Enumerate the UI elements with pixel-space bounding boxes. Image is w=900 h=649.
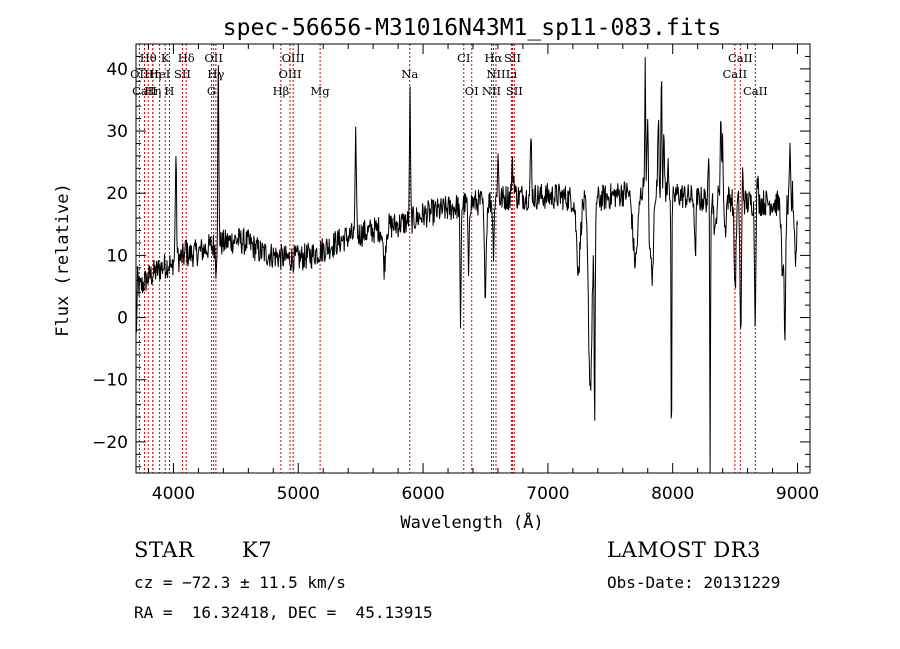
coordinates-text: RA = 16.32418, DEC = 45.13915	[134, 603, 433, 622]
line-marker-label: G	[207, 84, 216, 98]
class-label: STAR	[134, 538, 195, 562]
x-tick-label: 9000	[776, 484, 819, 504]
line-marker-label: SII	[504, 51, 521, 65]
chart-title: spec-56656-M31016N43M1_sp11-083.fits	[223, 15, 722, 41]
line-marker-label: Na	[401, 67, 418, 81]
line-marker-label: SII	[506, 84, 523, 98]
line-marker-label: OII	[130, 67, 149, 81]
line-marker-label: OII	[204, 51, 223, 65]
line-marker-label: CaII	[132, 84, 157, 98]
line-marker-label: Hα	[484, 51, 502, 65]
redshift-text: cz = −72.3 ± 11.5 km/s	[134, 573, 346, 592]
y-tick-label: 0	[117, 309, 128, 329]
line-marker-label: OI	[465, 84, 479, 98]
line-marker-label: Hθ	[140, 51, 157, 65]
y-axis-title: Flux (relative)	[53, 183, 73, 337]
line-marker-label: Mg	[311, 84, 331, 98]
y-tick-label: −10	[92, 371, 128, 391]
obs-date-text: Obs-Date: 20131229	[607, 573, 781, 592]
line-marker-label: OIII	[282, 51, 305, 65]
spectrum-line	[135, 57, 798, 474]
line-marker-label: Hβ	[273, 84, 290, 98]
line-marker-label: H	[164, 84, 174, 98]
line-marker-label: CaII	[743, 84, 768, 98]
line-marker-label: SII	[174, 67, 191, 81]
x-tick-label: 8000	[651, 484, 694, 504]
line-marker-label: NII	[482, 84, 501, 98]
subclass-label: K7	[242, 538, 273, 562]
plot-frame	[135, 43, 811, 474]
y-tick-label: 40	[106, 60, 128, 80]
line-marker-label: Hη	[144, 84, 161, 98]
y-tick-label: 30	[106, 122, 128, 142]
line-marker-label: NII	[486, 67, 505, 81]
y-tick-label: 10	[106, 246, 128, 266]
y-axis-ticks: −20 −10 0 10 20 30 40	[92, 43, 810, 468]
x-axis-title: Wavelength (Å)	[400, 511, 543, 533]
x-tick-label: 7000	[526, 484, 569, 504]
survey-label: LAMOST DR3	[607, 538, 761, 562]
line-marker-label: Hη	[144, 67, 161, 81]
x-tick-label: 4000	[152, 484, 195, 504]
x-axis-ticks: 4000 5000 6000 7000 8000 9000	[147, 44, 819, 504]
y-tick-label: −20	[92, 433, 128, 453]
y-tick-label: 20	[106, 184, 128, 204]
line-marker-label: CI	[457, 51, 470, 65]
line-marker-label: Li	[506, 67, 518, 81]
line-marker-label: Hγ	[207, 67, 224, 81]
line-marker-label: CaII	[728, 51, 753, 65]
line-marker-label: K	[161, 51, 170, 65]
line-marker-label: OIII	[278, 67, 301, 81]
line-marker-label: HeI	[149, 67, 170, 81]
line-marker-label: Hδ	[178, 51, 195, 65]
line-marker-label: CaII	[722, 67, 747, 81]
line-markers	[138, 44, 756, 473]
x-tick-label: 5000	[277, 484, 320, 504]
x-tick-label: 6000	[401, 484, 444, 504]
